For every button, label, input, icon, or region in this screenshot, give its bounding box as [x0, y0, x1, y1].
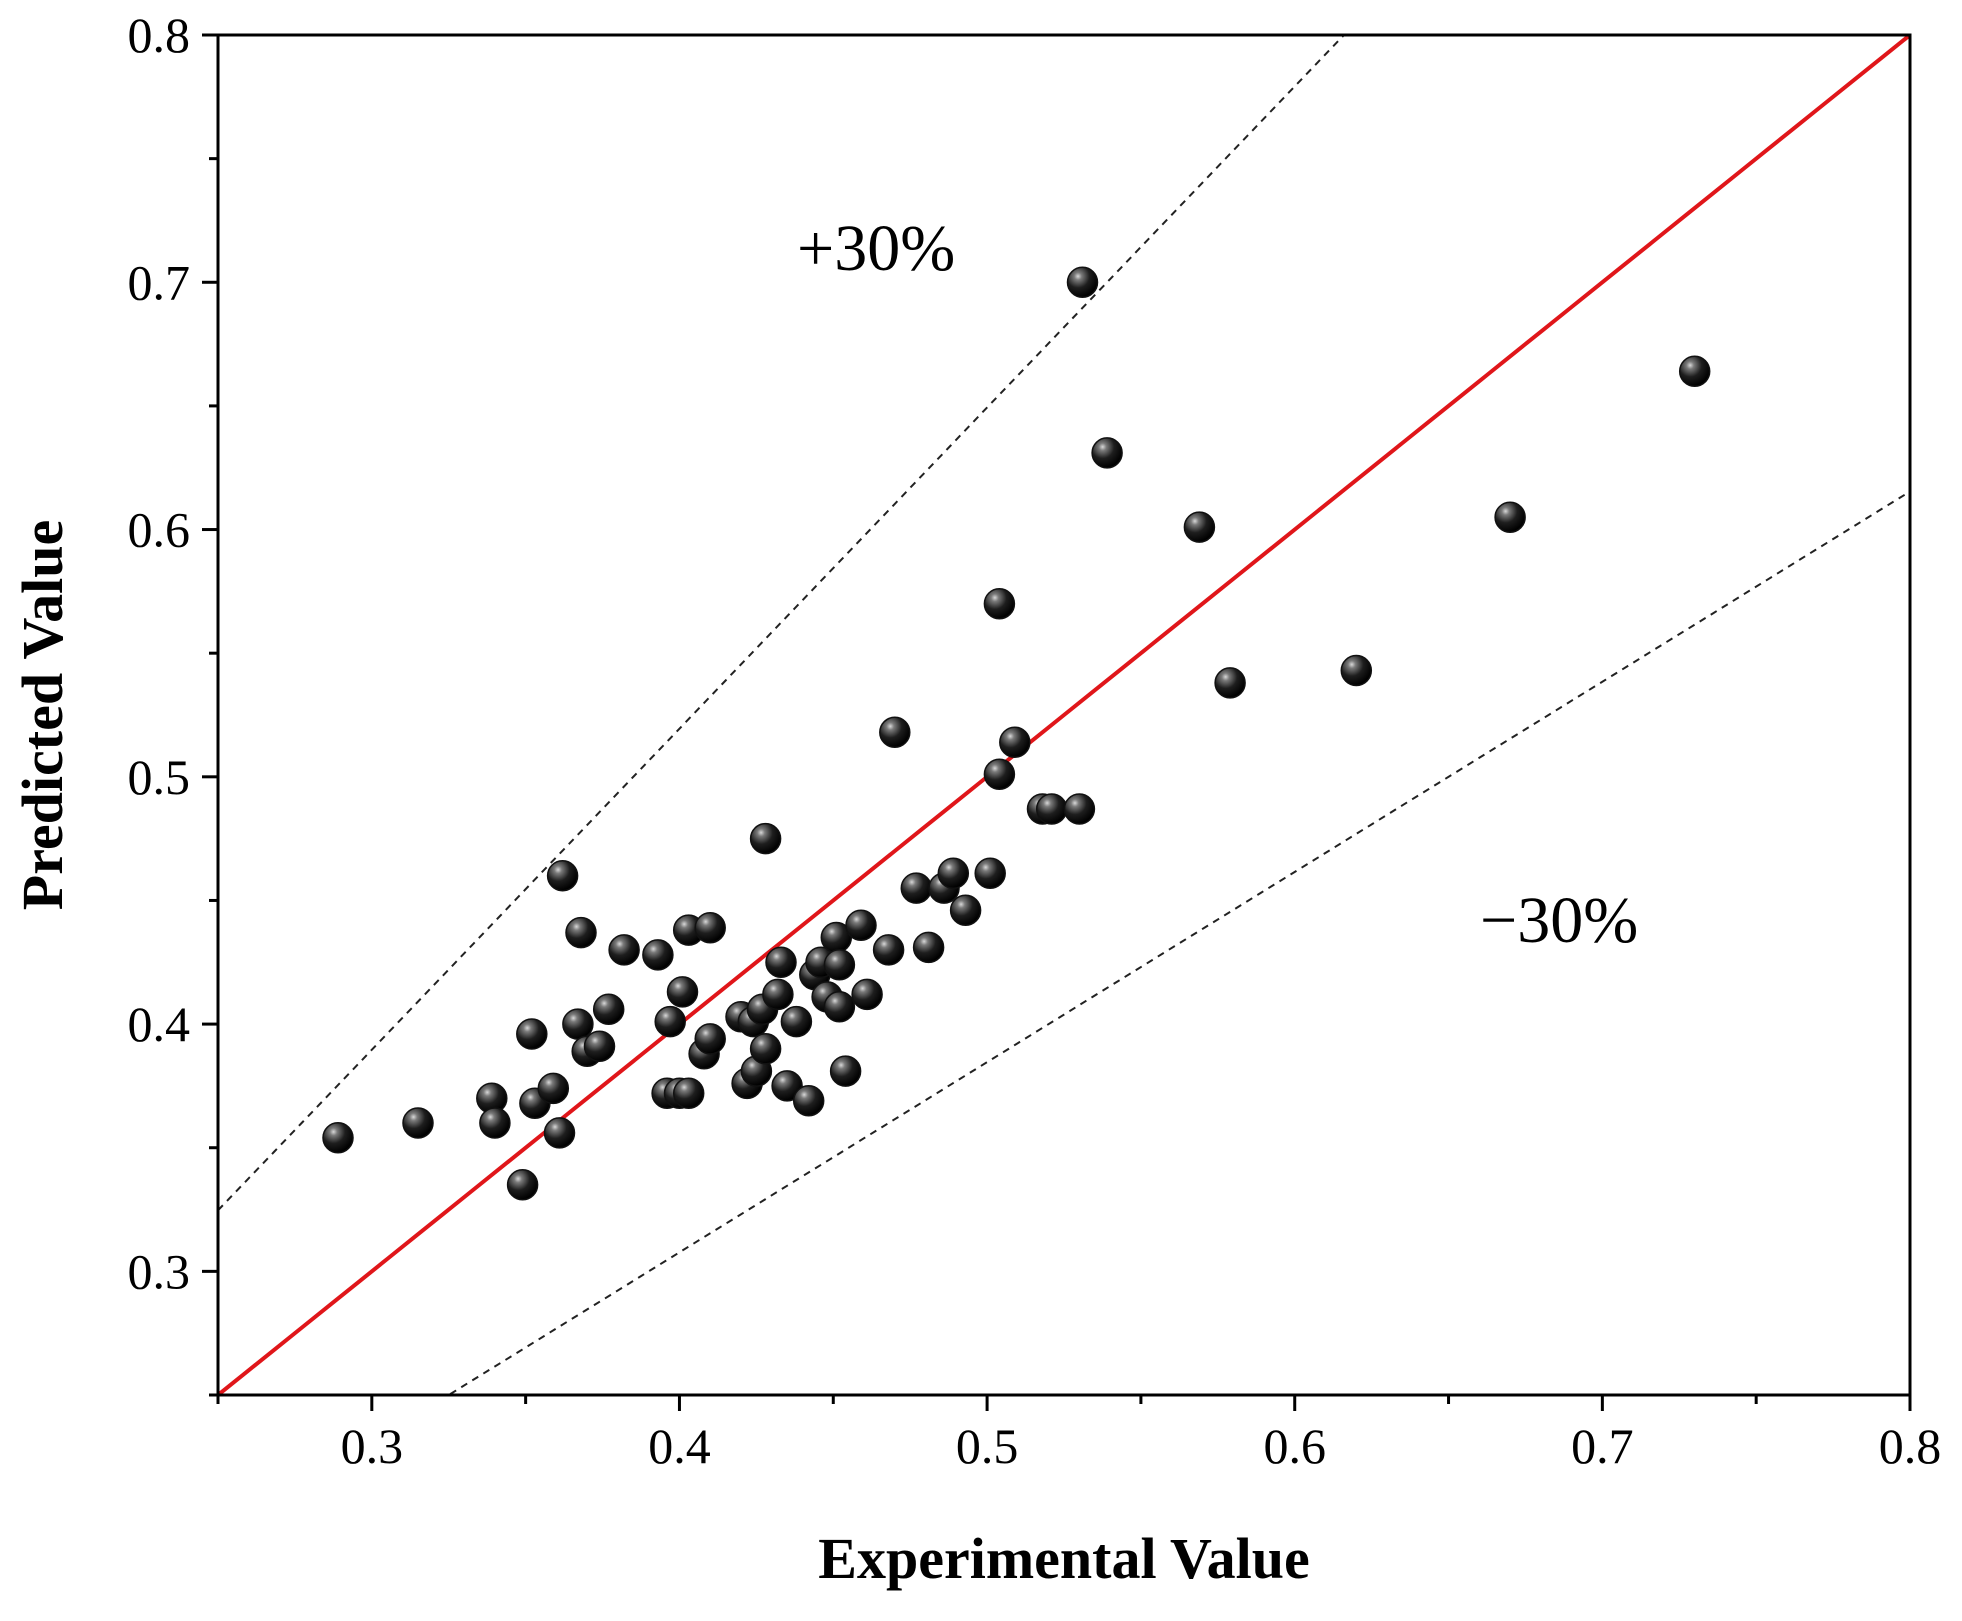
data-point [771, 1070, 803, 1102]
data-point [537, 1072, 570, 1105]
data-point [1214, 667, 1246, 699]
y-tick-label: 0.8 [128, 7, 191, 63]
data-point [1183, 511, 1216, 543]
y-axis-title: Predicted Value [10, 520, 75, 910]
data-point [592, 993, 625, 1026]
y-tick-label: 0.7 [128, 254, 191, 310]
data-point [322, 1122, 354, 1154]
data-point [983, 758, 1016, 791]
data-point [792, 1084, 825, 1117]
data-point [937, 857, 970, 890]
data-point [829, 1055, 862, 1087]
data-point [983, 587, 1016, 620]
x-tick-label: 0.7 [1571, 1418, 1634, 1474]
data-points [322, 266, 1711, 1201]
x-tick-label: 0.6 [1263, 1418, 1326, 1474]
data-point [749, 1033, 782, 1065]
data-point [642, 939, 674, 971]
data-point [1063, 793, 1096, 825]
x-tick-label: 0.8 [1879, 1418, 1942, 1474]
data-point [1066, 266, 1099, 299]
data-point [672, 1077, 705, 1110]
data-point [562, 1008, 594, 1040]
y-tick-label: 0.6 [128, 502, 191, 558]
data-point [949, 894, 982, 927]
data-point [999, 726, 1031, 758]
data-point [851, 978, 883, 1011]
data-point [749, 822, 782, 855]
data-point [543, 1117, 576, 1149]
x-axis-title: Experimental Value [818, 1526, 1309, 1591]
y-axis: 0.3 0.4 0.5 0.6 0.7 0.8 [128, 7, 218, 1397]
y-tick-label: 0.3 [128, 1243, 191, 1299]
data-point [694, 911, 726, 944]
identity-line [218, 35, 1910, 1395]
x-tick-label: 0.5 [956, 1418, 1019, 1474]
reference-lines [218, 35, 1910, 1395]
y-tick-label: 0.4 [128, 996, 191, 1052]
data-point [762, 978, 794, 1011]
data-point [765, 946, 797, 979]
data-point [666, 976, 699, 1008]
data-point [694, 1023, 726, 1055]
data-point [900, 872, 933, 904]
data-point [780, 1005, 813, 1038]
data-point [608, 934, 640, 966]
data-point [1340, 654, 1373, 687]
data-point [1091, 437, 1123, 469]
data-point [823, 948, 856, 981]
data-point [974, 857, 1006, 890]
y-tick-label: 0.5 [128, 749, 191, 805]
data-point [823, 991, 856, 1023]
data-point [402, 1107, 434, 1139]
data-point [1494, 501, 1526, 533]
x-tick-label: 0.4 [648, 1418, 711, 1474]
x-tick-label: 0.3 [341, 1418, 404, 1474]
data-point [879, 716, 911, 749]
plus-30-label: +30% [797, 212, 955, 285]
minus-30-line [446, 490, 1910, 1395]
data-point [845, 909, 877, 941]
data-point [546, 859, 579, 892]
minus-30-label: −30% [1480, 884, 1638, 957]
data-point [506, 1169, 539, 1201]
data-point [654, 1005, 686, 1038]
data-point [583, 1030, 616, 1063]
data-point [1035, 793, 1068, 825]
data-point [565, 916, 597, 949]
data-point [516, 1018, 548, 1050]
plus-30-line [218, 35, 1346, 1211]
data-point [912, 931, 945, 964]
x-axis: 0.3 0.4 0.5 0.6 0.7 0.8 [216, 1395, 1942, 1474]
data-point [872, 934, 905, 966]
data-point [479, 1107, 511, 1139]
plot-frame [216, 33, 1912, 1397]
data-point [1678, 355, 1711, 388]
